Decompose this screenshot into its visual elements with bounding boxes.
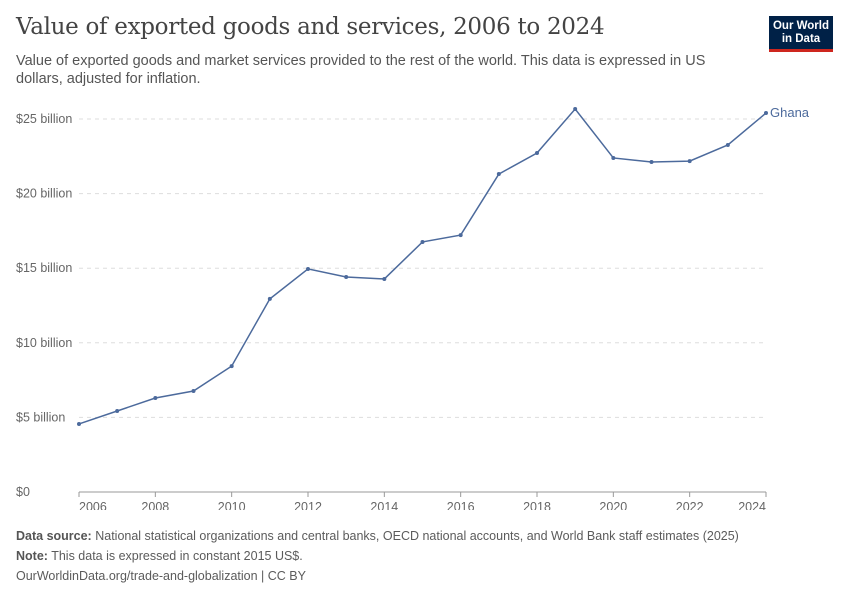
- data-point: [764, 111, 768, 116]
- x-tick-label: 2008: [141, 500, 169, 510]
- note-text: This data is expressed in constant 2015 …: [51, 549, 303, 563]
- y-tick-label: $10 billion: [16, 336, 72, 350]
- series-line-ghana: [78, 107, 767, 425]
- data-point: [725, 142, 730, 147]
- x-tick-label: 2020: [599, 500, 627, 510]
- data-point: [420, 239, 425, 244]
- data-point: [382, 276, 387, 281]
- x-tick-label: 2022: [676, 500, 704, 510]
- y-tick-label: $20 billion: [16, 187, 72, 201]
- data-point: [306, 266, 310, 271]
- y-tick-label: $15 billion: [16, 261, 72, 275]
- note: Note: This data is expressed in constant…: [16, 549, 303, 563]
- chart-subtitle: Value of exported goods and market servi…: [16, 53, 706, 87]
- series-label: Ghana: [770, 105, 810, 120]
- x-tick-label: 2016: [447, 500, 475, 510]
- data-point: [344, 275, 349, 280]
- data-point: [229, 364, 234, 369]
- note-label: Note:: [16, 549, 48, 563]
- data-point: [687, 159, 692, 164]
- chart-title: Value of exported goods and services, 20…: [16, 14, 605, 40]
- data-point: [191, 388, 196, 393]
- data-point: [611, 155, 616, 160]
- x-tick-label: 2012: [294, 500, 322, 510]
- owid-logo[interactable]: Our World in Data: [769, 16, 833, 52]
- data-point: [77, 421, 81, 426]
- data-point: [458, 233, 463, 238]
- x-tick-label: 2018: [523, 500, 551, 510]
- data-point: [267, 296, 272, 301]
- footer-url[interactable]: OurWorldinData.org/trade-and-globalizati…: [16, 569, 306, 583]
- data-point: [573, 107, 578, 112]
- data-point: [115, 408, 120, 413]
- data-point: [496, 172, 501, 177]
- data-point: [153, 396, 158, 401]
- data-point: [535, 151, 539, 156]
- data-point: [649, 159, 654, 164]
- data-source: Data source: National statistical organi…: [16, 529, 739, 543]
- x-tick-label: 2014: [370, 500, 398, 510]
- x-tick-label: 2010: [218, 500, 246, 510]
- y-tick-label: $5 billion: [16, 410, 65, 424]
- y-tick-label: $25 billion: [16, 112, 72, 126]
- line-chart: $0 $5 billion $10 billion $15 billion $20 bi…: [16, 105, 810, 510]
- source-label: Data source:: [16, 529, 92, 543]
- y-tick-label: $0: [16, 485, 30, 499]
- x-tick-label: 2024: [738, 500, 766, 510]
- source-text: National statistical organizations and c…: [95, 529, 739, 543]
- x-tick-label: 2006: [79, 500, 107, 510]
